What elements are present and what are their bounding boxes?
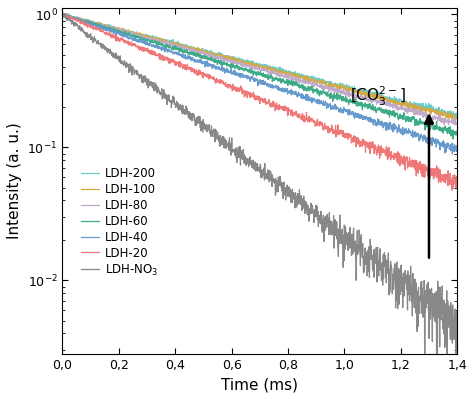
LDH-200 bbox=[60, 12, 65, 17]
LDH-NO$_3$ bbox=[449, 316, 455, 321]
LDH-60 bbox=[155, 43, 161, 47]
LDH-60 bbox=[60, 12, 65, 17]
LDH-20 bbox=[242, 89, 248, 93]
LDH-200 bbox=[380, 95, 386, 99]
LDH-200 bbox=[452, 116, 458, 120]
LDH-100 bbox=[452, 120, 458, 124]
X-axis label: Time (ms): Time (ms) bbox=[221, 377, 298, 392]
LDH-20 bbox=[155, 53, 161, 58]
Line: LDH-200: LDH-200 bbox=[63, 14, 457, 118]
LDH-40 bbox=[242, 75, 248, 80]
LDH-100 bbox=[60, 11, 65, 16]
LDH-200 bbox=[455, 112, 460, 117]
LDH-20 bbox=[455, 183, 460, 188]
LDH-NO$_3$ bbox=[455, 364, 460, 369]
LDH-100 bbox=[455, 116, 460, 120]
LDH-40 bbox=[61, 12, 67, 16]
LDH-80 bbox=[155, 40, 161, 45]
LDH-80 bbox=[60, 12, 65, 17]
LDH-100 bbox=[196, 47, 201, 51]
LDH-60 bbox=[449, 128, 455, 132]
LDH-200 bbox=[242, 58, 248, 63]
LDH-200 bbox=[61, 11, 66, 16]
Y-axis label: Intensity (a. u.): Intensity (a. u.) bbox=[7, 122, 22, 239]
LDH-40 bbox=[449, 145, 455, 150]
LDH-40 bbox=[455, 146, 460, 151]
LDH-200 bbox=[196, 46, 201, 51]
LDH-20 bbox=[60, 10, 65, 15]
LDH-200 bbox=[155, 36, 161, 41]
LDH-80 bbox=[452, 122, 458, 127]
LDH-80 bbox=[242, 63, 248, 68]
LDH-80 bbox=[267, 70, 273, 75]
LDH-100 bbox=[448, 111, 454, 116]
LDH-40 bbox=[449, 152, 455, 156]
LDH-20 bbox=[60, 11, 65, 16]
LDH-100 bbox=[155, 38, 161, 42]
LDH-40 bbox=[380, 123, 386, 128]
LDH-20 bbox=[449, 182, 455, 187]
LDH-60 bbox=[450, 136, 456, 141]
LDH-60 bbox=[455, 129, 460, 134]
LDH-NO$_3$ bbox=[422, 391, 428, 396]
LDH-20 bbox=[196, 67, 201, 72]
Line: LDH-NO$_3$: LDH-NO$_3$ bbox=[63, 14, 457, 394]
LDH-200 bbox=[267, 67, 273, 71]
LDH-80 bbox=[61, 12, 67, 16]
LDH-80 bbox=[196, 51, 201, 55]
LDH-20 bbox=[449, 188, 455, 193]
LDH-NO$_3$ bbox=[242, 158, 247, 163]
LDH-20 bbox=[267, 102, 273, 107]
LDH-NO$_3$ bbox=[380, 283, 385, 288]
LDH-20 bbox=[380, 147, 386, 152]
LDH-80 bbox=[455, 122, 460, 126]
LDH-40 bbox=[267, 83, 273, 87]
LDH-100 bbox=[267, 67, 273, 71]
LDH-200 bbox=[449, 113, 455, 118]
Line: LDH-20: LDH-20 bbox=[63, 13, 457, 190]
LDH-40 bbox=[196, 58, 201, 63]
Line: LDH-100: LDH-100 bbox=[63, 13, 457, 122]
Legend: LDH-200, LDH-100, LDH-80, LDH-60, LDH-40, LDH-20, LDH-NO$_3$: LDH-200, LDH-100, LDH-80, LDH-60, LDH-40… bbox=[76, 162, 163, 282]
LDH-100 bbox=[380, 93, 385, 98]
LDH-100 bbox=[242, 60, 247, 65]
LDH-80 bbox=[449, 117, 455, 122]
LDH-NO$_3$ bbox=[155, 85, 161, 90]
LDH-NO$_3$ bbox=[267, 171, 273, 176]
LDH-60 bbox=[196, 53, 201, 58]
LDH-60 bbox=[267, 76, 273, 81]
LDH-40 bbox=[155, 45, 161, 50]
Line: LDH-80: LDH-80 bbox=[63, 14, 457, 125]
Text: [CO$_3^{2-}$]: [CO$_3^{2-}$] bbox=[350, 84, 406, 108]
Line: LDH-40: LDH-40 bbox=[63, 14, 457, 154]
Line: LDH-60: LDH-60 bbox=[63, 14, 457, 139]
LDH-60 bbox=[380, 108, 386, 113]
LDH-60 bbox=[242, 67, 248, 71]
LDH-80 bbox=[380, 100, 386, 105]
LDH-NO$_3$ bbox=[196, 119, 201, 124]
LDH-NO$_3$ bbox=[60, 11, 65, 16]
LDH-60 bbox=[64, 11, 69, 16]
LDH-40 bbox=[60, 12, 65, 17]
